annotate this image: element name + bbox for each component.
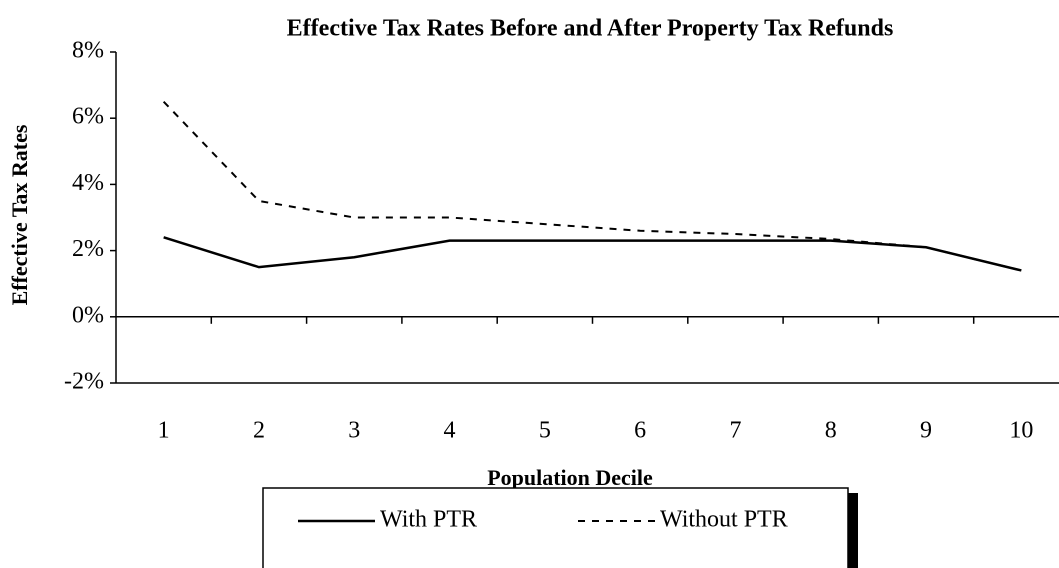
x-tick-label: 10 (1009, 418, 1033, 444)
x-tick-label: 1 (158, 418, 170, 444)
legend-label: Without PTR (660, 507, 788, 533)
x-tick-label: 5 (539, 418, 551, 444)
line-series (163, 236, 1022, 272)
legend-box (262, 487, 849, 568)
x-tick-label: 8 (825, 418, 837, 444)
chart-title: Effective Tax Rates Before and After Pro… (287, 16, 894, 42)
x-tick-label: 3 (348, 418, 360, 444)
x-tick-label: 7 (729, 418, 741, 444)
x-tick-label: 6 (634, 418, 646, 444)
x-tick-label: 9 (920, 418, 932, 444)
x-tick-label: 2 (253, 418, 265, 444)
x-axis-label: Population Decile (487, 465, 653, 490)
y-axis-label: Effective Tax Rates (7, 124, 32, 305)
y-tick-label: 4% (72, 170, 104, 196)
y-tick-label: -2% (64, 369, 104, 395)
y-tick-label: 2% (72, 236, 104, 262)
y-tick-label: 0% (72, 302, 104, 328)
x-tick-label: 4 (444, 418, 456, 444)
legend-label: With PTR (380, 507, 477, 533)
line-series (162, 100, 1022, 272)
y-tick-label: 6% (72, 104, 104, 130)
y-tick-label: 8% (72, 38, 104, 64)
